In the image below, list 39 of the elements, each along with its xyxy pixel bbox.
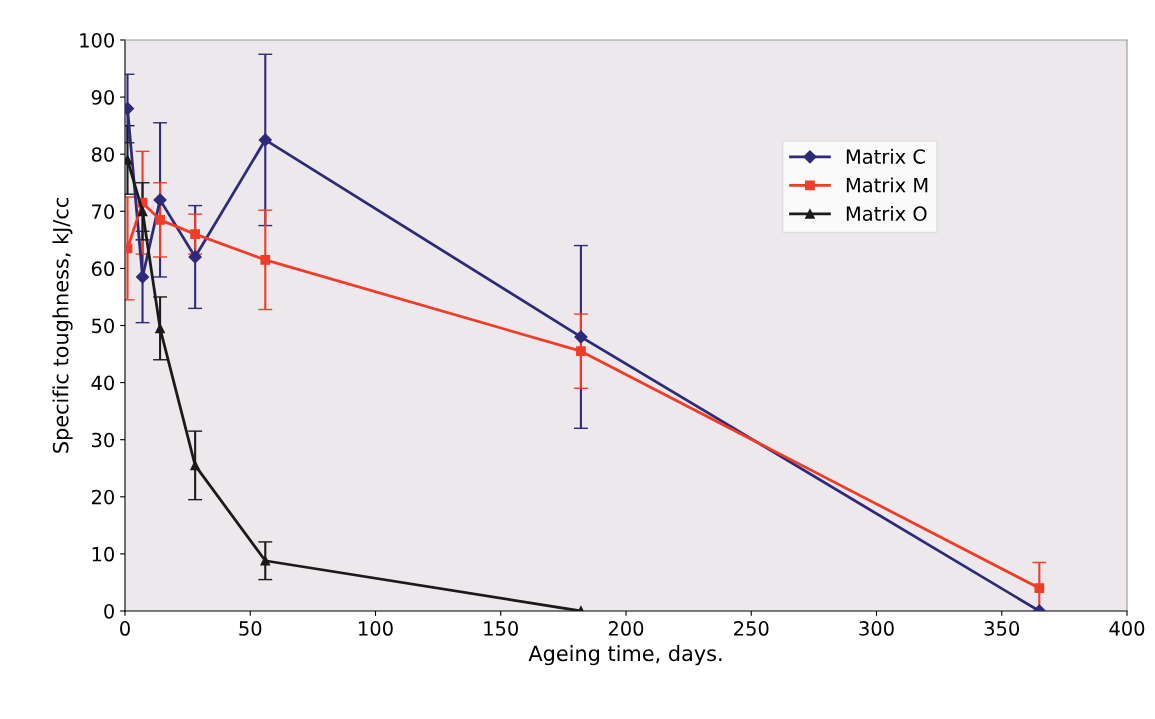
point: [155, 323, 165, 334]
point: [137, 206, 148, 217]
y-tick-label: 20: [91, 489, 114, 505]
x-tick-label: 350: [984, 621, 1020, 636]
y-tick-label: 80: [91, 147, 114, 162]
y-tick-label: 60: [91, 261, 114, 277]
point: [574, 330, 588, 344]
y-tick-label: 10: [92, 546, 114, 562]
y-tick-label: 30: [92, 432, 114, 448]
y-tick-label: 50: [92, 318, 114, 334]
legend-label: Matrix C: [846, 148, 925, 164]
x-tick-label: 250: [734, 621, 769, 636]
point: [260, 555, 271, 566]
point: [190, 460, 201, 471]
y-tick-label: 100: [80, 32, 114, 48]
point: [155, 215, 165, 225]
x-tick-label: 400: [1109, 621, 1145, 636]
y-tick-label: 70: [92, 204, 114, 219]
point: [153, 193, 167, 207]
x-tick-label: 150: [484, 621, 519, 636]
legend-label: Matrix M: [846, 177, 928, 193]
x-tick-label: 100: [359, 621, 393, 636]
y-tick-label: 90: [91, 90, 114, 105]
point: [135, 270, 150, 284]
x-tick-label: 200: [608, 621, 644, 636]
point: [260, 254, 271, 265]
point: [188, 250, 202, 264]
legend-label: Matrix O: [846, 205, 927, 221]
x-tick-label: 300: [859, 621, 894, 636]
point: [576, 346, 586, 357]
x-tick-label: 50: [239, 621, 262, 636]
y-tick-label: 0: [104, 603, 114, 619]
point: [258, 133, 272, 147]
point: [190, 229, 201, 240]
x-axis-title: Ageing time, days.: [528, 645, 722, 666]
x-tick-label: 0: [120, 621, 130, 636]
y-axis-title: Specific toughness, kJ/cc: [52, 198, 73, 453]
y-tick-label: 40: [91, 375, 114, 391]
point: [1034, 583, 1045, 594]
